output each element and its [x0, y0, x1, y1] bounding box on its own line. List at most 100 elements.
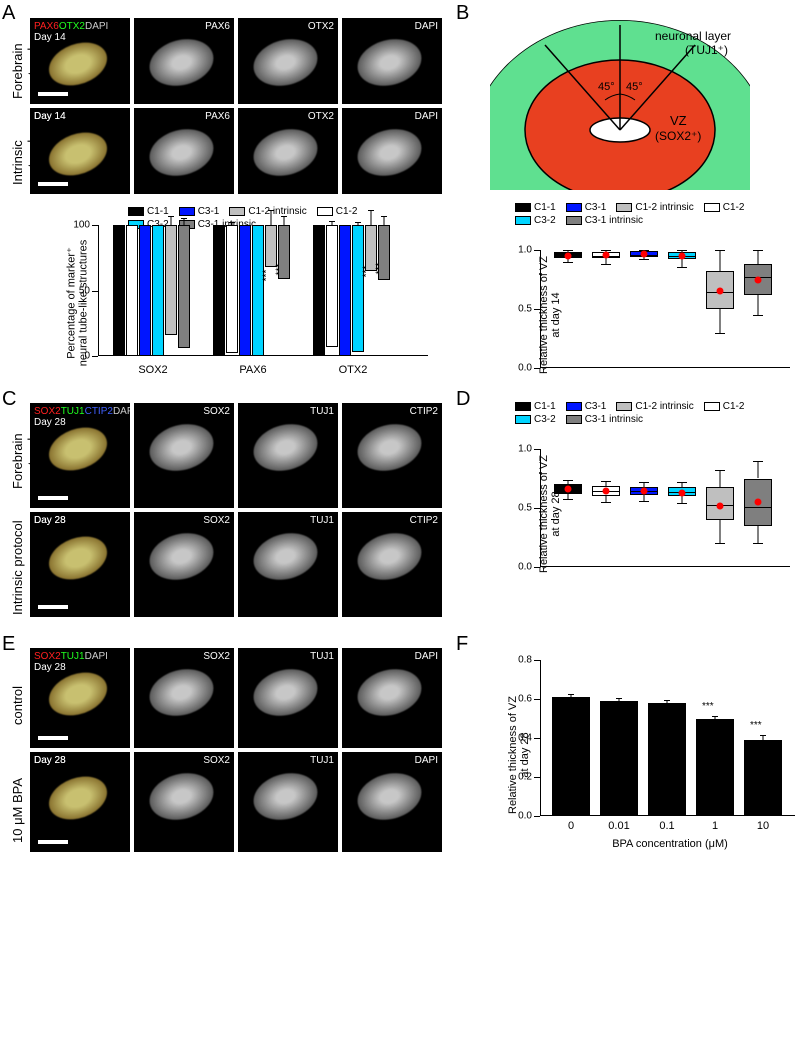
legend-item: C1-2	[704, 401, 745, 412]
micrograph: Day 28Day 28	[30, 512, 130, 617]
schematic-svg: 45° 45° neuronal layer (TUJ1⁺) VZ (SOX2⁺…	[490, 10, 750, 190]
micrograph: DAPI	[342, 18, 442, 104]
row-label-control: control	[10, 675, 25, 735]
bar	[252, 225, 264, 356]
legend-item: C1-2	[317, 206, 358, 217]
panel-label-f: F	[456, 633, 468, 656]
micrograph: OTX2	[238, 18, 338, 104]
bar	[126, 225, 138, 356]
micrograph: DAPI	[342, 648, 442, 748]
box	[744, 250, 772, 368]
micrograph: CTIP2	[342, 512, 442, 617]
micrograph: Day 28Day 28	[30, 752, 130, 852]
micrograph: TUJ1	[238, 648, 338, 748]
legend-item: C1-1	[128, 206, 169, 217]
micrograph: SOX2	[134, 403, 234, 508]
bar	[178, 225, 190, 348]
micrograph: TUJ1	[238, 752, 338, 852]
bar	[744, 740, 782, 816]
micrograph: TUJ1	[238, 512, 338, 617]
micrograph: SOX2TUJ1CTIP2DAPIDay 28	[30, 403, 130, 508]
label-sox2: (SOX2⁺)	[655, 129, 701, 143]
legend-b: C1-1 C3-1 C1-2 intrinsic C1-2 C3-2 C3-1 intri…	[515, 202, 785, 226]
ylabel-f: Relative thickness of VZ at day 28	[507, 690, 531, 820]
micrograph: CTIP2	[342, 403, 442, 508]
box	[706, 250, 734, 368]
box	[592, 250, 620, 368]
bar	[152, 225, 164, 356]
legend-item: C1-1	[515, 401, 556, 412]
bar-chart-f: Relative thickness of VZ at day 28 0.00.…	[500, 660, 795, 850]
bar	[113, 225, 125, 356]
micrograph: SOX2	[134, 752, 234, 852]
bar	[339, 225, 351, 356]
legend-item: C3-1 intrinsic	[566, 215, 643, 226]
panel-a-images: PAX6OTX2DAPIDay 14PAX6OTX2DAPIDay 14Day …	[30, 18, 442, 198]
legend-item: C3-1 intrinsic	[566, 414, 643, 425]
bar	[313, 225, 325, 356]
label-neuronal: neuronal layer	[655, 29, 731, 43]
micrograph: SOX2	[134, 648, 234, 748]
bar	[213, 225, 225, 356]
angle-left: 45°	[598, 81, 615, 93]
micrograph: PAX6OTX2DAPIDay 14	[30, 18, 130, 104]
legend-item: C3-1	[566, 401, 607, 412]
figure-root: A Forebrain protocol Intrinsic protocol …	[0, 0, 795, 1050]
row-label-bpa: 10 μM BPA	[10, 760, 25, 860]
box	[744, 449, 772, 567]
bar	[600, 701, 638, 816]
micrograph: SOX2TUJ1DAPIDay 28	[30, 648, 130, 748]
box	[668, 449, 696, 567]
bar-chart-a: Percentage of marker⁺ neural tube-like s…	[58, 225, 428, 380]
micrograph: SOX2	[134, 512, 234, 617]
micrograph: TUJ1	[238, 403, 338, 508]
xlabel-f: BPA concentration (μM)	[540, 838, 795, 850]
micrograph: PAX6	[134, 18, 234, 104]
box	[630, 250, 658, 368]
legend-item: C1-2 intrinsic	[616, 401, 693, 412]
panel-e-images: SOX2TUJ1DAPIDay 28SOX2TUJ1DAPI Day 28Day …	[30, 648, 442, 856]
box	[554, 449, 582, 567]
bar	[648, 703, 686, 816]
box	[630, 449, 658, 567]
bar	[265, 225, 277, 267]
panel-label-d: D	[456, 388, 470, 411]
legend-item: C1-2	[704, 202, 745, 213]
bar	[352, 225, 364, 352]
legend-item: C3-1	[566, 202, 607, 213]
legend-item: C1-1	[515, 202, 556, 213]
bar	[139, 225, 151, 356]
panel-label-c: C	[2, 388, 16, 411]
schematic: 45° 45° neuronal layer (TUJ1⁺) VZ (SOX2⁺…	[490, 10, 750, 190]
bar	[326, 225, 338, 347]
micrograph: PAX6	[134, 108, 234, 194]
box	[668, 250, 696, 368]
panel-b: 45° 45° neuronal layer (TUJ1⁺) VZ (SOX2⁺…	[460, 10, 780, 190]
micrograph: OTX2	[238, 108, 338, 194]
panel-label-a: A	[2, 2, 15, 25]
panel-c-images: SOX2TUJ1CTIP2DAPIDay 28SOX2TUJ1CTIP2 Day …	[30, 403, 442, 621]
boxplot-d: Relative thickness of VZ at day 28 0.00.…	[500, 449, 795, 579]
boxplot-b: Relative thickness of VZ at day 14 0.00.…	[500, 250, 795, 380]
axis-y	[540, 660, 541, 816]
legend-item: C3-1	[179, 206, 220, 217]
axis-y	[98, 225, 99, 356]
box	[706, 449, 734, 567]
ylabel-a: Percentage of marker⁺ neural tube-like s…	[65, 238, 90, 368]
bar	[239, 225, 251, 356]
bar	[226, 225, 238, 353]
legend-d: C1-1 C3-1 C1-2 intrinsic C1-2 C3-2 C3-1 intri…	[515, 401, 785, 425]
box	[592, 449, 620, 567]
legend-item: C1-2 intrinsic	[229, 206, 306, 217]
legend-item: C1-2 intrinsic	[616, 202, 693, 213]
legend-item: C3-2	[515, 215, 556, 226]
micrograph: DAPI	[342, 752, 442, 852]
panel-label-e: E	[2, 633, 15, 656]
angle-right: 45°	[626, 81, 643, 93]
label-tuj1: (TUJ1⁺)	[685, 43, 728, 57]
micrograph: DAPI	[342, 108, 442, 194]
row-label-intrinsic-c: Intrinsic protocol	[10, 515, 25, 620]
bar	[696, 719, 734, 817]
bar	[552, 697, 590, 816]
legend-item: C3-2	[515, 414, 556, 425]
